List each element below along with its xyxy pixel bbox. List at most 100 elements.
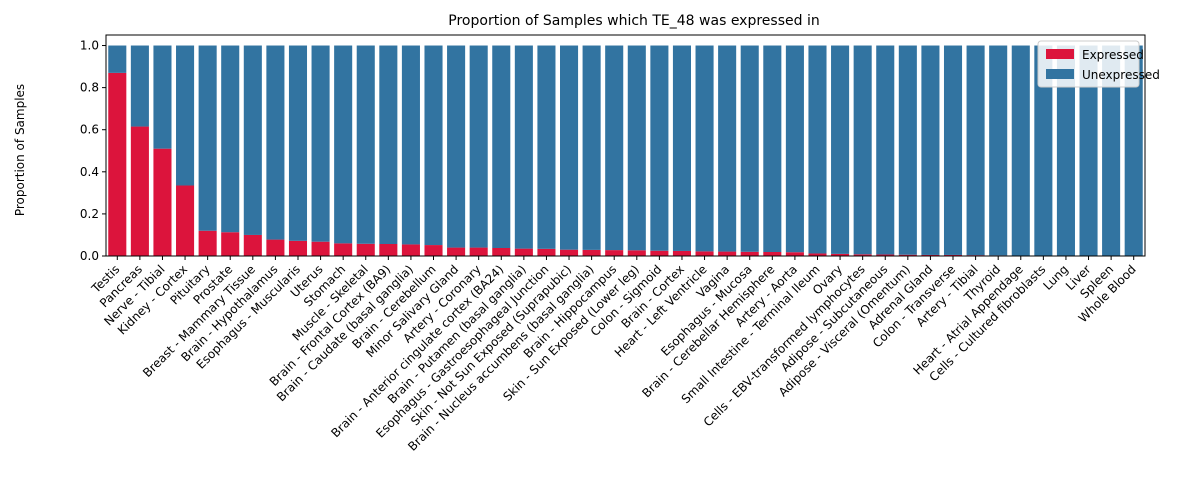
bar-expressed	[695, 251, 714, 256]
bar-expressed	[898, 254, 917, 256]
bar-unexpressed	[311, 45, 330, 242]
y-tick-label: 0.6	[80, 123, 99, 137]
bar-expressed	[718, 251, 737, 256]
bar-unexpressed	[808, 45, 827, 254]
bar-expressed	[379, 244, 398, 256]
bar-expressed	[627, 250, 646, 256]
legend: Expressed Unexpressed	[1037, 40, 1160, 88]
bar-expressed	[921, 254, 940, 256]
y-tick-label: 0.8	[80, 81, 99, 95]
bar-expressed	[130, 126, 149, 256]
bar-expressed	[740, 251, 759, 256]
bar-unexpressed	[898, 45, 917, 255]
y-tick-label: 1.0	[80, 39, 99, 53]
bar-unexpressed	[469, 45, 488, 248]
bar-expressed	[198, 230, 217, 256]
bar-unexpressed	[334, 45, 353, 244]
bar-unexpressed	[876, 45, 895, 255]
bar-unexpressed	[1102, 45, 1121, 256]
bar-expressed	[582, 249, 601, 256]
bar-unexpressed	[243, 45, 262, 235]
bar-unexpressed	[1056, 45, 1075, 256]
y-tick-label: 0.0	[80, 249, 99, 263]
bar-unexpressed	[718, 45, 737, 252]
bar-unexpressed	[853, 45, 872, 255]
bar-expressed	[560, 249, 579, 256]
bar-expressed	[876, 254, 895, 256]
axes-frame	[105, 34, 1146, 257]
legend-label-expressed: Expressed	[1082, 48, 1144, 62]
bar-unexpressed	[108, 45, 127, 73]
bar-unexpressed	[288, 45, 308, 241]
bar-unexpressed	[1079, 45, 1098, 256]
bar-expressed	[785, 252, 804, 256]
y-tick-label: 0.2	[80, 207, 99, 221]
bar-expressed	[176, 185, 195, 256]
bar-unexpressed	[514, 45, 533, 249]
bar-expressed	[447, 247, 466, 256]
bar-unexpressed	[560, 45, 579, 250]
bar-unexpressed	[1011, 45, 1030, 256]
bar-unexpressed	[424, 45, 443, 246]
bar-unexpressed	[492, 45, 511, 248]
legend-label-unexpressed: Unexpressed	[1082, 68, 1160, 82]
bar-expressed	[311, 241, 330, 256]
bar-expressed	[153, 148, 172, 256]
bar-unexpressed	[447, 45, 466, 248]
bar-expressed	[424, 245, 443, 256]
bar-unexpressed	[627, 45, 646, 251]
bar-expressed	[853, 254, 872, 256]
bar-expressed	[808, 253, 827, 256]
y-tick-label: 0.4	[80, 165, 99, 179]
bar-unexpressed	[695, 45, 714, 252]
bar-expressed	[943, 254, 963, 256]
y-axis-label: Proportion of Samples	[13, 84, 27, 216]
bar-expressed	[401, 244, 420, 256]
legend-swatch-unexpressed	[1046, 69, 1074, 79]
bar-unexpressed	[763, 45, 782, 252]
bar-unexpressed	[356, 45, 375, 244]
bar-unexpressed	[605, 45, 624, 251]
bar-unexpressed	[966, 45, 985, 256]
bar-expressed	[831, 253, 850, 256]
bar-expressed	[288, 240, 308, 256]
bar-expressed	[605, 250, 624, 256]
bar-expressed	[243, 234, 262, 256]
bar-unexpressed	[650, 45, 669, 251]
legend-swatch-expressed	[1046, 49, 1074, 59]
bar-expressed	[108, 72, 127, 256]
bar-unexpressed	[989, 45, 1008, 256]
bar-unexpressed	[1124, 45, 1143, 256]
bar-expressed	[672, 250, 691, 256]
bar-expressed	[356, 243, 375, 256]
bar-unexpressed	[672, 45, 691, 251]
bar-unexpressed	[379, 45, 398, 244]
bar-expressed	[537, 248, 556, 256]
bar-expressed	[266, 239, 285, 256]
bar-unexpressed	[130, 45, 149, 127]
bar-expressed	[514, 248, 533, 256]
bar-unexpressed	[785, 45, 804, 253]
chart-title: Proportion of Samples which TE_48 was ex…	[448, 13, 819, 29]
bar-unexpressed	[943, 45, 963, 255]
bar-expressed	[221, 232, 240, 256]
bar-unexpressed	[176, 45, 195, 186]
bar-expressed	[763, 252, 782, 256]
x-tick-label: Lung	[1040, 262, 1071, 293]
bar-unexpressed	[221, 45, 240, 233]
bar-unexpressed	[537, 45, 556, 249]
bar-unexpressed	[1034, 45, 1053, 256]
bar-expressed	[650, 250, 669, 256]
bar-expressed	[334, 243, 353, 256]
bar-expressed	[492, 248, 511, 256]
bar-unexpressed	[198, 45, 217, 231]
bar-unexpressed	[153, 45, 172, 149]
bar-unexpressed	[831, 45, 850, 254]
bar-unexpressed	[582, 45, 601, 250]
bar-unexpressed	[401, 45, 420, 245]
bar-unexpressed	[921, 45, 940, 255]
bar-unexpressed	[266, 45, 285, 240]
